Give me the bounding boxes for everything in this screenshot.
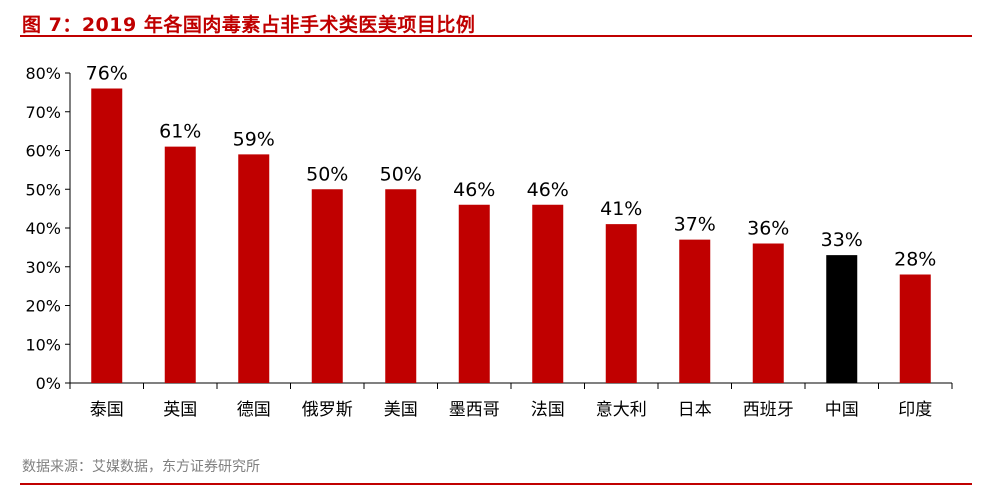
x-axis: 泰国 英国 德国 俄罗斯 美国 墨西哥 法国 意大利 日本 西班牙 中国 印度 (69, 382, 953, 420)
y-tick-label: 0% (36, 374, 61, 393)
x-category-label-3: 俄罗斯 (302, 400, 353, 420)
x-category-label-10: 中国 (825, 400, 859, 420)
x-category-label-0: 泰国 (90, 400, 124, 420)
chart-title: 图 7：2019 年各国肉毒素占非手术类医美项目比例 (22, 14, 476, 36)
y-axis: 0% 10% 20% 30% 40% 50% 60% 70% 80% (25, 64, 71, 393)
bar-9 (752, 243, 784, 383)
data-label-6: 46% (527, 179, 569, 201)
x-category-label-4: 美国 (384, 400, 418, 420)
bar-8 (679, 239, 711, 383)
bar-5 (458, 204, 490, 383)
title-bar: 图 7：2019 年各国肉毒素占非手术类医美项目比例 (0, 0, 989, 37)
bar-3 (311, 189, 343, 383)
bar-1 (164, 146, 196, 383)
y-tick-label: 10% (25, 335, 61, 354)
data-label-8: 37% (674, 214, 716, 236)
data-label-9: 36% (747, 218, 789, 240)
x-category-label-8: 日本 (678, 400, 712, 420)
data-label-1: 61% (159, 121, 201, 143)
y-tick-label: 80% (25, 64, 61, 83)
bar-11 (899, 274, 931, 383)
y-tick-label: 40% (25, 219, 61, 238)
y-tick-label: 20% (25, 297, 61, 316)
data-label-11: 28% (894, 249, 936, 271)
data-label-2: 59% (233, 128, 275, 150)
x-category-label-2: 德国 (237, 400, 271, 420)
bars (91, 88, 931, 383)
bar-chart: 0% 10% 20% 30% 40% 50% 60% 70% 80% 泰国 英国 德国 俄罗斯 美国 墨西… (25, 63, 953, 420)
data-labels: 76% 61% 59% 50% 50% 46% 46% 41% 37% 36% 33% 28% (86, 63, 937, 271)
data-label-4: 50% (380, 163, 422, 185)
x-category-label-5: 墨西哥 (449, 400, 500, 420)
data-label-0: 76% (86, 63, 128, 85)
bar-2 (238, 154, 270, 383)
bar-4 (385, 189, 417, 383)
x-category-label-9: 西班牙 (743, 400, 794, 420)
data-label-3: 50% (306, 163, 348, 185)
bottom-divider (20, 483, 972, 485)
x-category-label-7: 意大利 (596, 400, 647, 420)
chart-area: 0% 10% 20% 30% 40% 50% 60% 70% 80% 泰国 英国 德国 俄罗斯 美国 墨西… (0, 40, 989, 430)
source-note: 数据来源：艾媒数据，东方证券研究所 (22, 459, 260, 475)
bar-10 (826, 255, 858, 383)
title-divider (20, 35, 972, 37)
bar-7 (605, 224, 637, 383)
x-category-label-6: 法国 (531, 400, 565, 420)
y-tick-label: 70% (25, 103, 61, 122)
y-tick-label: 50% (25, 180, 61, 199)
x-category-label-1: 英国 (163, 400, 197, 420)
bar-6 (532, 204, 564, 383)
bar-0 (91, 88, 123, 383)
data-label-5: 46% (453, 179, 495, 201)
data-label-7: 41% (600, 198, 642, 220)
y-tick-label: 30% (25, 258, 61, 277)
x-category-label-11: 印度 (898, 400, 932, 420)
data-label-10: 33% (821, 229, 863, 251)
y-tick-label: 60% (25, 142, 61, 161)
